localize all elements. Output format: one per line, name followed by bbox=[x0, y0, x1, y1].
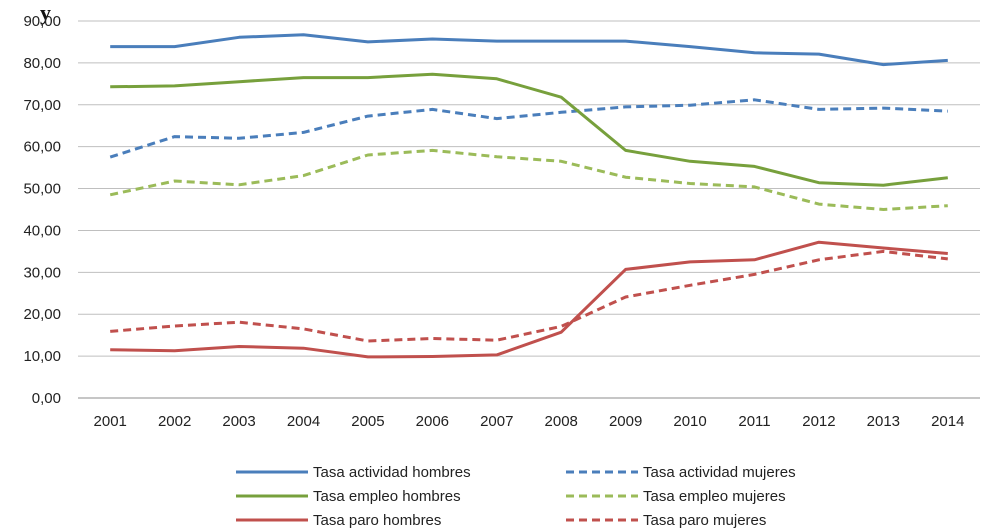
y-tick-label: 60,00 bbox=[23, 139, 61, 156]
y-tick-label: 40,00 bbox=[23, 222, 61, 239]
x-tick-label: 2005 bbox=[351, 413, 384, 430]
x-tick-label: 2008 bbox=[545, 413, 578, 430]
legend-label: Tasa paro hombres bbox=[313, 512, 441, 529]
y-tick-label: 90,00 bbox=[23, 13, 61, 30]
legend-label: Tasa empleo mujeres bbox=[643, 488, 786, 505]
y-axis-ticks: 0,00 10,00 20,00 30,00 40,00 50,00 60,00 70,00 8… bbox=[23, 13, 61, 407]
gridlines bbox=[78, 20, 980, 399]
x-tick-label: 2003 bbox=[222, 413, 255, 430]
series-line-tasa-actividad-mujeres bbox=[109, 98, 948, 159]
series-line-tasa-paro-mujeres bbox=[110, 249, 948, 343]
x-tick-label: 2007 bbox=[480, 413, 513, 430]
series-line-tasa-actividad-hombres bbox=[110, 33, 948, 67]
x-axis-ticks: 2001 2002 2003 2004 2005 2006 2007 2008 2009 2010… bbox=[94, 413, 965, 430]
series-line-tasa-paro-hombres bbox=[110, 240, 948, 359]
x-tick-label: 2014 bbox=[931, 413, 964, 430]
x-tick-label: 2013 bbox=[867, 413, 900, 430]
x-tick-label: 2002 bbox=[158, 413, 191, 430]
y-tick-label: 70,00 bbox=[23, 97, 61, 114]
series-line-tasa-empleo-hombres bbox=[110, 72, 948, 187]
x-tick-label: 2009 bbox=[609, 413, 642, 430]
series-lines bbox=[109, 33, 948, 359]
y-tick-label: 30,00 bbox=[23, 264, 61, 281]
x-tick-label: 2004 bbox=[287, 413, 320, 430]
x-tick-label: 2006 bbox=[416, 413, 449, 430]
x-tick-label: 2011 bbox=[738, 413, 770, 430]
y-tick-label: 0,00 bbox=[32, 390, 61, 407]
y-tick-label: 50,00 bbox=[23, 181, 61, 198]
x-tick-label: 2001 bbox=[94, 413, 127, 430]
legend-label: Tasa paro mujeres bbox=[643, 512, 766, 529]
series-line-tasa-empleo-mujeres bbox=[109, 148, 948, 211]
legend-label: Tasa actividad hombres bbox=[313, 464, 471, 481]
legend: Tasa actividad hombres Tasa actividad muj… bbox=[236, 464, 796, 529]
x-tick-label: 2012 bbox=[802, 413, 835, 430]
legend-label: Tasa empleo hombres bbox=[313, 488, 461, 505]
y-tick-label: 10,00 bbox=[23, 348, 61, 365]
y-tick-label: 20,00 bbox=[23, 306, 61, 323]
chart-title-fragment: y bbox=[40, 0, 51, 25]
x-tick-label: 2010 bbox=[673, 413, 706, 430]
y-tick-label: 80,00 bbox=[23, 55, 61, 72]
legend-label: Tasa actividad mujeres bbox=[643, 464, 796, 481]
